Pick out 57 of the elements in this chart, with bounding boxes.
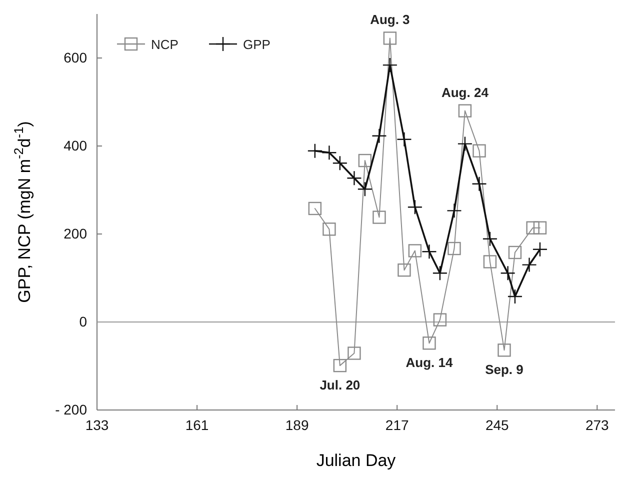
point (396, 132, 412, 147)
point (357, 182, 373, 197)
point (472, 176, 487, 192)
annotation: Jul. 20 (320, 378, 360, 393)
x-tick-label: 245 (485, 416, 510, 433)
point (482, 231, 498, 246)
x-tick-label: 217 (385, 416, 409, 433)
point (526, 221, 540, 234)
point (533, 221, 547, 234)
point (508, 246, 522, 260)
legend-label: GPP (243, 37, 270, 52)
point (422, 336, 436, 350)
point (398, 263, 411, 277)
point (408, 244, 422, 258)
point (407, 200, 423, 215)
x-tick-label: 273 (585, 416, 610, 433)
point (307, 143, 323, 158)
annotation: Aug. 3 (370, 12, 410, 28)
annotation: Sep. 9 (485, 362, 524, 378)
point (422, 244, 437, 260)
point (348, 346, 361, 360)
point (500, 266, 516, 281)
point (382, 57, 398, 73)
x-tick-label: 161 (185, 416, 209, 433)
point (432, 266, 448, 281)
point (448, 242, 461, 256)
point (498, 344, 511, 357)
point (308, 202, 322, 216)
point (383, 32, 397, 45)
point (346, 170, 362, 186)
x-tick-label: 133 (85, 416, 109, 433)
point (507, 288, 523, 304)
point (522, 257, 537, 272)
point (472, 144, 486, 158)
point (372, 128, 387, 144)
legend-label: NCP (151, 37, 178, 52)
point (458, 104, 472, 118)
x-axis-title: Julian Day (316, 451, 396, 470)
point (433, 313, 447, 326)
point (333, 358, 347, 372)
y-tick-label: 200 (64, 225, 88, 242)
point (322, 222, 336, 236)
point (322, 145, 337, 160)
point (358, 154, 372, 168)
point (446, 203, 462, 218)
y-tick-label: 0 (79, 313, 88, 330)
point (332, 156, 348, 171)
y-tick-label: - 200 (55, 401, 88, 418)
point (457, 136, 473, 152)
point (532, 242, 548, 257)
point (483, 255, 497, 268)
y-tick-label: 400 (64, 137, 88, 154)
point (372, 210, 386, 224)
y-tick-label: 600 (64, 49, 88, 66)
annotation: Aug. 14 (406, 355, 454, 370)
x-tick-label: 189 (285, 416, 309, 433)
annotation: Aug. 24 (441, 84, 490, 100)
